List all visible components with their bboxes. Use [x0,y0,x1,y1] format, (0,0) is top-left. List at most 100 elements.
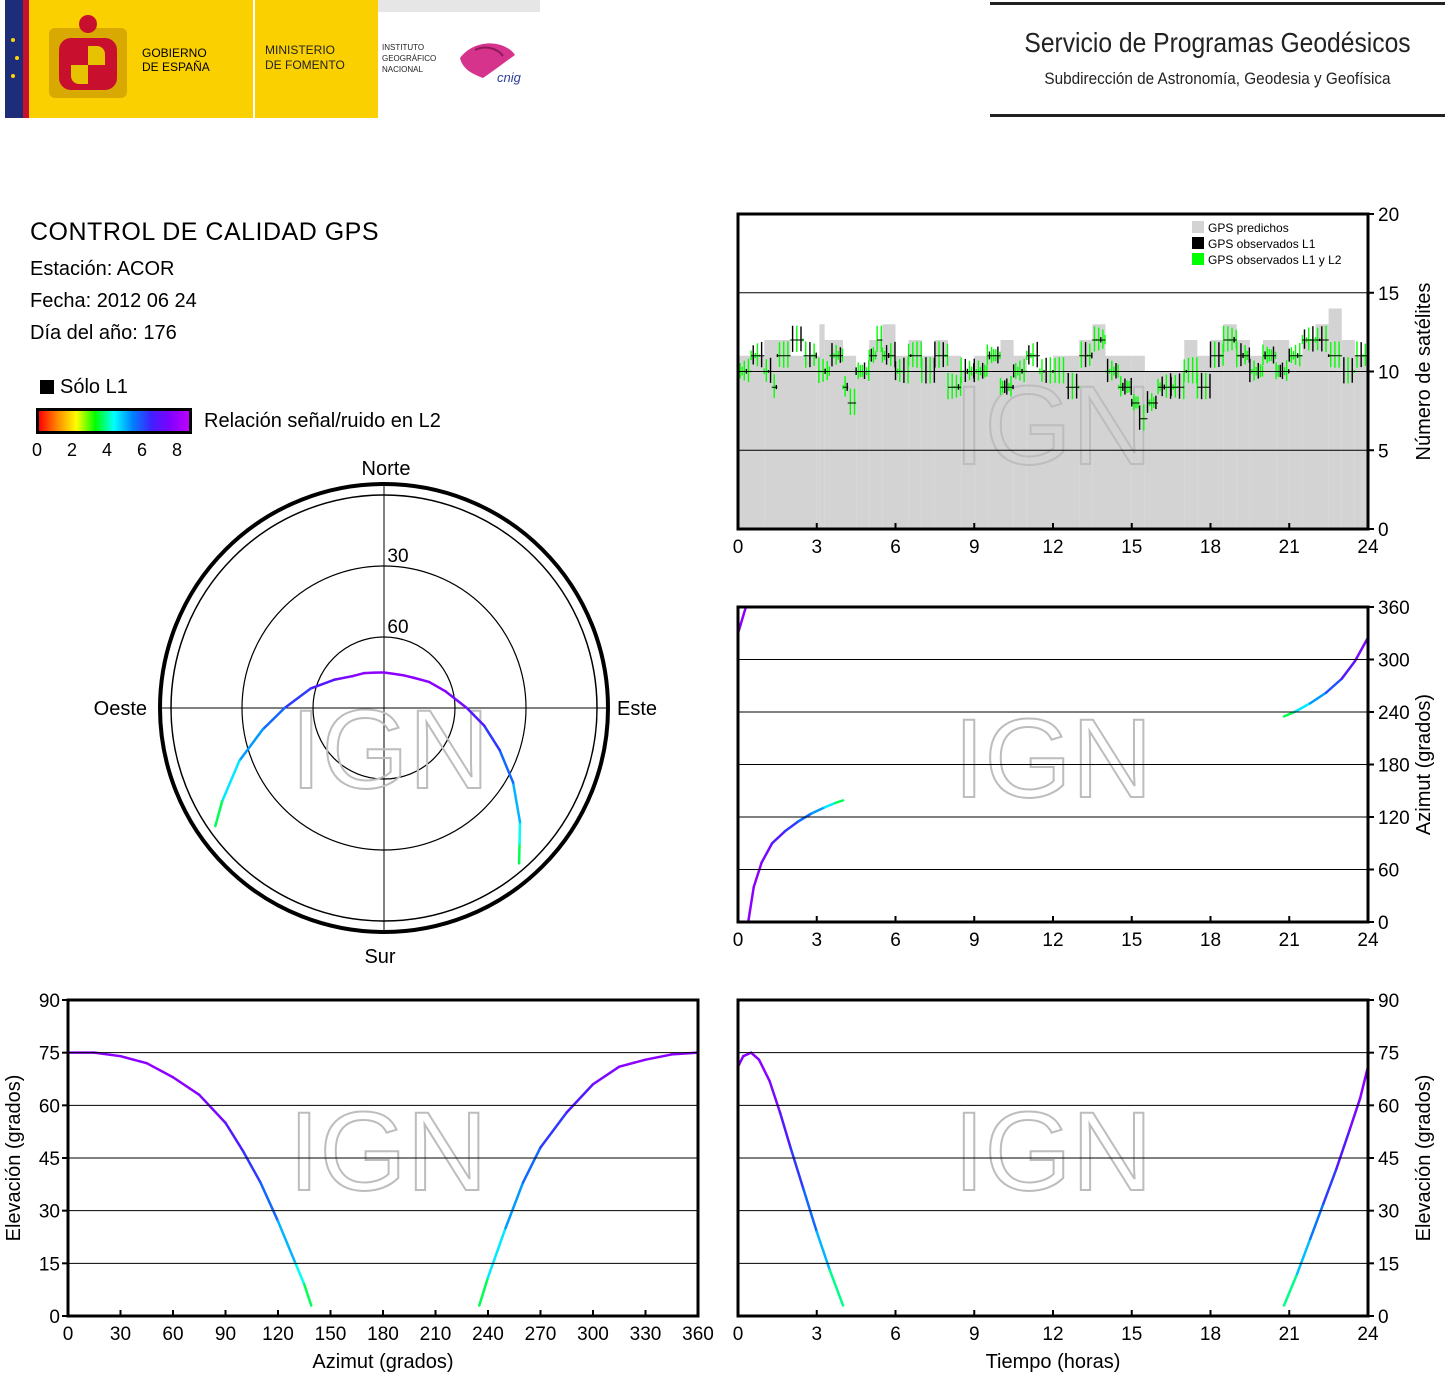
y-tick-label: 15 [1378,1254,1399,1275]
azimuth-series-1-segment [810,806,826,815]
predicted-bar [1092,324,1106,529]
eltime-series-0-segment [828,1269,845,1307]
elaz-series-0-segment [119,1054,148,1065]
legend-l1-only: Sólo L1 [40,376,128,399]
eltime-series-1-segment [1322,1167,1338,1205]
elaz-series-1-segment [565,1083,595,1114]
legend-swatch [1192,237,1204,249]
elaz-series-0-segment [93,1051,122,1058]
predicted-bar [1276,340,1290,529]
x-tick-label: 0 [733,537,744,558]
predicted-bar [1289,355,1303,529]
eltime-series-0-segment [749,1051,761,1061]
y-tick-label: 30 [39,1202,60,1223]
legend-label: GPS observados L1 [1208,237,1316,251]
x-tick-label: 330 [630,1324,662,1345]
azimuth-series-2-segment [1324,677,1343,694]
azimuth-series-1-segment [784,820,800,833]
elaz-series-0-segment [294,1262,306,1286]
y-tick-label: 0 [49,1307,60,1328]
x-tick-label: 300 [577,1324,609,1345]
elaz-series-0-segment [303,1283,313,1307]
y-axis-label: Elevación (grados) [1413,1075,1435,1242]
sky-track-0-segment [498,748,515,784]
predicted-bar [1354,355,1368,529]
service-subtitle: Subdirección de Astronomía, Geodesia y G… [1044,69,1391,88]
cnig-logo-icon: cnig [460,43,522,85]
x-tick-label: 3 [811,1324,822,1345]
gobierno-line1: GOBIERNO [142,46,207,60]
snr-tick-4: 4 [101,440,112,460]
plot-frame [66,998,700,1318]
x-tick-label: 180 [367,1324,399,1345]
x-tick-label: 24 [1357,1324,1379,1345]
y-tick-label: 0 [1378,520,1389,541]
cnig-logo-text: cnig [497,70,522,85]
legend-swatch [1192,253,1204,265]
x-tick-label: 270 [525,1324,557,1345]
x-tick-label: 21 [1279,537,1300,558]
plot-frame [736,605,1370,924]
y-tick-label: 120 [1378,808,1410,829]
sky-track-0-segment [214,800,224,828]
plot-frame [736,212,1370,531]
predicted-bar [790,355,817,529]
sky-track-0-segment [333,674,354,681]
eltime-series-0-segment [757,1058,771,1083]
y-tick-label: 0 [1378,1307,1389,1328]
y-axis-label: Elevación (grados) [3,1075,25,1242]
x-axis-label: Azimut (grados) [312,1351,453,1373]
elaz-series-0-segment [259,1181,280,1223]
x-tick-label: 12 [1042,930,1063,951]
x-tick-label: 12 [1042,537,1063,558]
x-tick-label: 18 [1200,930,1221,951]
sky-track-0-segment [309,678,337,690]
elevation-azimuth-chart: IGN 0 15 30 45 60 75 90 0 30 60 90 120 150 180 210 240 27… [3,991,714,1373]
y-tick-label: 0 [1378,913,1389,934]
elaz-series-1-segment [478,1276,490,1307]
x-tick-label: 3 [811,930,822,951]
x-tick-label: 3 [811,537,822,558]
x-tick-label: 210 [420,1324,452,1345]
predicted-bar [1236,340,1250,529]
ministerio-line2: DE FOMENTO [265,58,345,72]
ign-line2: GEOGRÁFICO [382,54,436,63]
sky-track-0-segment [444,690,469,710]
legend-label: GPS observados L1 y L2 [1208,253,1342,267]
predicted-bar [816,355,820,529]
azimuth-series-1-segment [760,842,774,864]
x-tick-label: 15 [1121,537,1142,558]
y-tick-label: 180 [1378,756,1410,777]
y-tick-label: 300 [1378,651,1410,672]
y-tick-label: 60 [1378,861,1399,882]
ministerio-line1: MINISTERIO [265,43,335,57]
x-tick-label: 21 [1279,1324,1300,1345]
eltime-series-0-segment [789,1146,805,1191]
sky-track-0-segment [362,671,376,675]
elaz-series-1-segment [618,1058,647,1068]
ign-watermark: IGN [953,696,1152,821]
x-tick-label: 120 [262,1324,294,1345]
y-axis-label: Número de satélites [1413,283,1435,461]
x-axis-label: Tiempo (horas) [986,1351,1121,1373]
x-tick-label: 21 [1279,930,1300,951]
sky-track-0-segment [427,680,447,693]
x-tick-label: 30 [110,1324,131,1345]
legend-label: GPS predichos [1208,221,1289,235]
y-tick-label: 60 [39,1096,60,1117]
x-tick-label: 60 [162,1324,183,1345]
azimuth-series-2-segment [1340,660,1357,680]
predicted-bar [869,340,883,529]
y-tick-label: 45 [1378,1149,1399,1170]
predicted-bar [1249,355,1263,529]
x-tick-label: 0 [733,1324,744,1345]
legend-swatch [1192,221,1204,233]
satellites-legend: GPS predichos GPS observados L1 GPS observ… [1192,221,1342,267]
snr-tick-2: 2 [66,440,77,460]
predicted-bar [764,340,791,529]
snr-tick-6: 6 [136,440,147,460]
y-tick-label: 15 [39,1254,60,1275]
predicted-bar [819,324,825,529]
predicted-bar [934,340,948,529]
